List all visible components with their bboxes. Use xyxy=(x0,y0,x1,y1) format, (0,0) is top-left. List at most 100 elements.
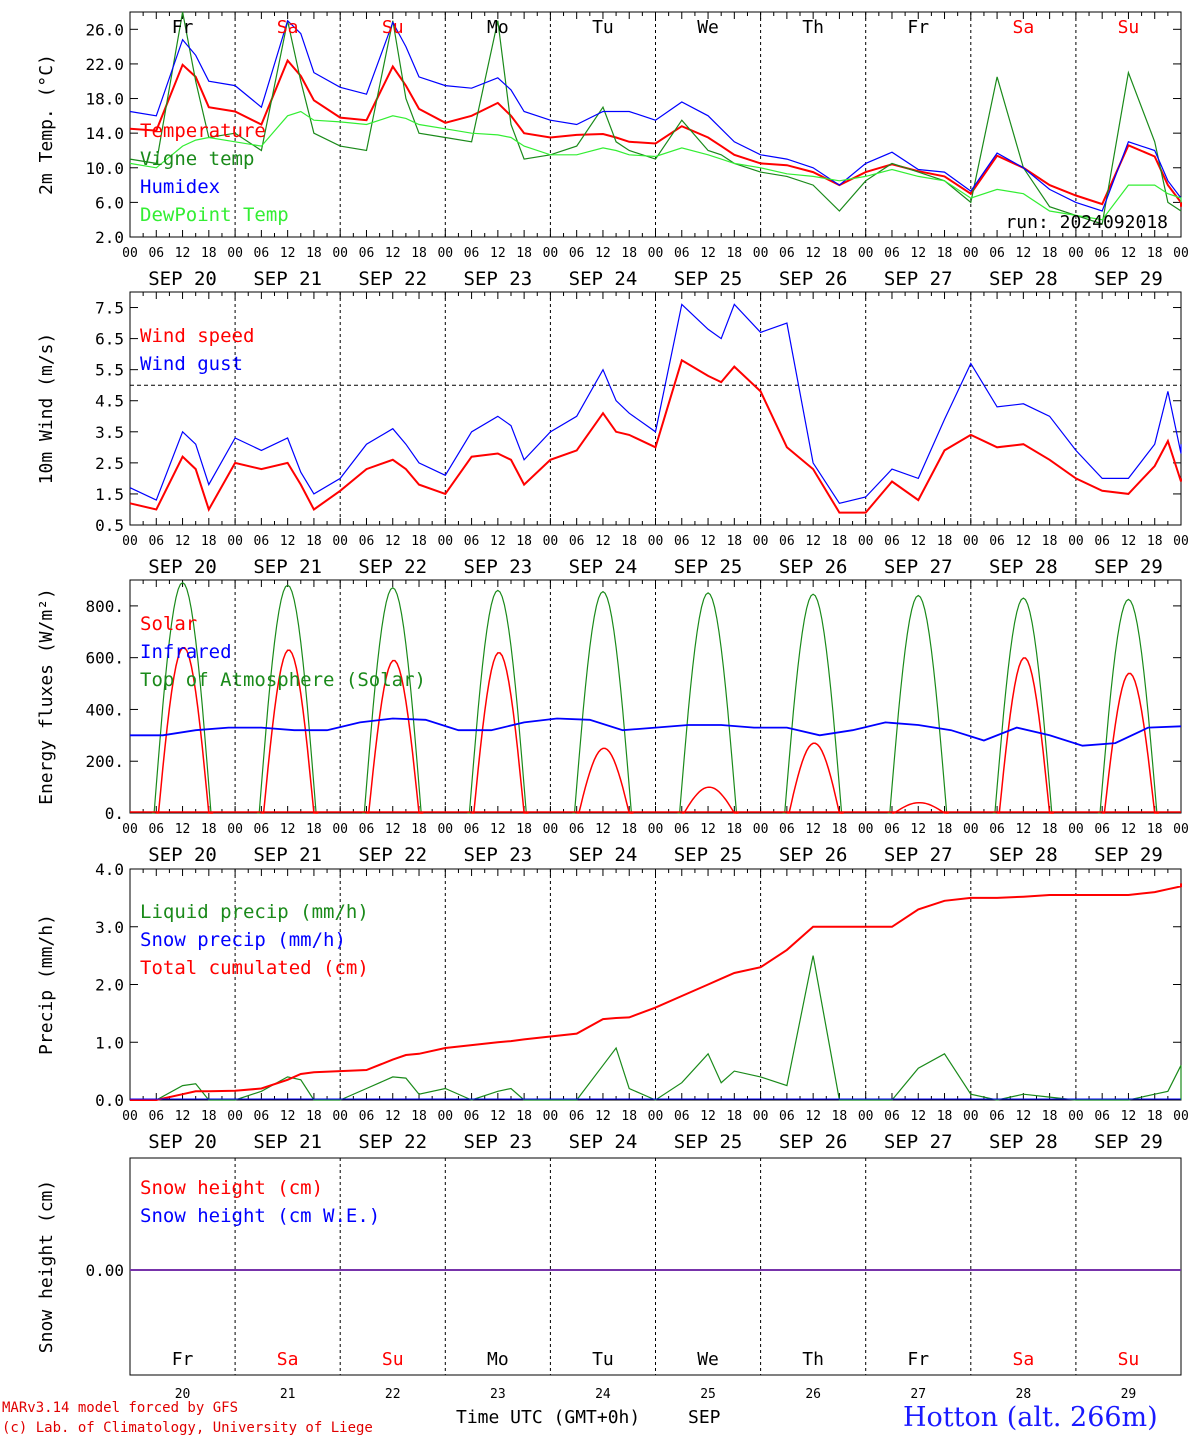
date-label: SEP 29 xyxy=(1094,556,1163,578)
hour-label: 06 xyxy=(359,1109,375,1124)
hour-label: 18 xyxy=(1042,534,1058,549)
hour-label: 18 xyxy=(516,822,532,837)
panel-1: 00 06 12 18 00 06 12 18 00 06 12 18 00 06 12 18 00 06 12 18… xyxy=(36,291,1189,578)
hour-label: 00 xyxy=(1173,822,1189,837)
hour-label: 00 xyxy=(122,1109,138,1124)
hour-label: 06 xyxy=(989,246,1005,261)
hour-label: 06 xyxy=(1094,534,1110,549)
hour-label: 12 xyxy=(385,534,401,549)
hour-label: 00 xyxy=(1068,534,1084,549)
hour-label: 18 xyxy=(411,822,427,837)
hour-label: 12 xyxy=(490,246,506,261)
hour-label: 00 xyxy=(332,822,348,837)
series-line-top-of-atmosphere xyxy=(1097,598,1160,814)
weekday-label: Su xyxy=(382,1349,404,1370)
hour-label: 06 xyxy=(254,1109,270,1124)
hour-label: 00 xyxy=(963,822,979,837)
y-tick-label: 600. xyxy=(85,649,124,668)
hour-label: 18 xyxy=(621,246,637,261)
hour-label: 00 xyxy=(753,822,769,837)
date-label: SEP 21 xyxy=(253,844,322,866)
hour-label: 18 xyxy=(306,534,322,549)
hour-label: 06 xyxy=(148,1109,164,1124)
date-label: SEP 20 xyxy=(148,844,217,866)
y-axis-label: 10m Wind (m/s) xyxy=(36,333,57,485)
legend-entry: Humidex xyxy=(140,176,220,198)
y-tick-label: 400. xyxy=(85,700,124,719)
hour-label: 00 xyxy=(1068,1109,1084,1124)
date-label: SEP 27 xyxy=(884,268,953,290)
y-tick-label: 2.0 xyxy=(95,228,124,247)
hour-label: 12 xyxy=(1016,246,1032,261)
day-number-label: 28 xyxy=(1016,1387,1032,1402)
hour-label: 06 xyxy=(359,246,375,261)
hour-label: 06 xyxy=(884,1109,900,1124)
date-label: SEP 21 xyxy=(253,556,322,578)
panel-4: Snow height (cm) 0.00 Fr Sa Su Mo Tu We Th Fr Sa Su… xyxy=(36,1157,1182,1402)
series-line-solar xyxy=(471,652,529,814)
series-line-wind-speed xyxy=(129,358,1182,514)
date-label: SEP 23 xyxy=(464,1131,533,1153)
series-line-solar xyxy=(156,646,214,814)
hour-label: 06 xyxy=(359,822,375,837)
hour-label: 18 xyxy=(621,534,637,549)
weekday-label: Th xyxy=(802,17,824,38)
date-label: SEP 25 xyxy=(674,1131,743,1153)
hour-label: 00 xyxy=(963,246,979,261)
hour-label: 18 xyxy=(201,534,217,549)
y-tick-label: 3.0 xyxy=(95,918,124,937)
legend-entry: Wind speed xyxy=(140,325,254,347)
x-axis-title: Time UTC (GMT+0h) xyxy=(456,1407,641,1428)
hour-label: 00 xyxy=(648,1109,664,1124)
hour-label: 12 xyxy=(1121,534,1137,549)
hour-label: 00 xyxy=(648,246,664,261)
y-axis-label: 2m Temp. (°C) xyxy=(36,54,57,195)
y-tick-label: 6.5 xyxy=(95,330,124,349)
series-line-top-of-atmosphere xyxy=(887,594,949,814)
hour-label: 06 xyxy=(1094,1109,1110,1124)
date-label: SEP 22 xyxy=(358,268,427,290)
y-tick-label: 6.0 xyxy=(95,193,124,212)
station-name: Hotton (alt. 266m) xyxy=(903,1402,1158,1433)
hour-label: 18 xyxy=(306,1109,322,1124)
hour-label: 12 xyxy=(1016,1109,1032,1124)
hour-label: 06 xyxy=(779,1109,795,1124)
hour-label: 12 xyxy=(175,246,191,261)
series-line-solar xyxy=(681,786,739,814)
legend-entry: Temperature xyxy=(140,120,266,142)
hour-label: 00 xyxy=(332,534,348,549)
hour-label: 18 xyxy=(621,822,637,837)
date-label: SEP 20 xyxy=(148,1131,217,1153)
hour-label: 00 xyxy=(543,1109,559,1124)
hour-label: 06 xyxy=(884,822,900,837)
hour-label: 06 xyxy=(884,246,900,261)
hour-label: 06 xyxy=(989,822,1005,837)
hour-label: 12 xyxy=(175,534,191,549)
y-tick-label: 0.5 xyxy=(95,516,124,535)
hour-label: 00 xyxy=(122,822,138,837)
hour-label: 00 xyxy=(543,822,559,837)
date-label: SEP 24 xyxy=(569,1131,638,1153)
hour-label: 18 xyxy=(1147,246,1163,261)
panel-3: 00 06 12 18 00 06 12 18 00 06 12 18 00 06 12 18 00 06 12 18… xyxy=(36,860,1189,1153)
series-line-dewpoint-temp xyxy=(129,110,1182,221)
hour-label: 00 xyxy=(437,534,453,549)
hour-label: 12 xyxy=(1121,1109,1137,1124)
y-tick-label: 4.5 xyxy=(95,392,124,411)
hour-label: 12 xyxy=(700,246,716,261)
hour-label: 12 xyxy=(385,822,401,837)
date-label: SEP 27 xyxy=(884,1131,953,1153)
hour-label: 06 xyxy=(1094,822,1110,837)
y-tick-label: 2.0 xyxy=(95,976,124,995)
hour-label: 18 xyxy=(1042,822,1058,837)
series-line-wind-gust xyxy=(129,303,1182,504)
hour-label: 12 xyxy=(175,822,191,837)
hour-label: 18 xyxy=(306,246,322,261)
hour-label: 06 xyxy=(569,1109,585,1124)
series-line-solar xyxy=(786,742,844,814)
y-axis-label: Precip (mm/h) xyxy=(36,914,57,1055)
legend-entry: Infrared xyxy=(140,641,232,663)
weekday-label: Tu xyxy=(592,1349,614,1370)
date-label: SEP 23 xyxy=(464,268,533,290)
